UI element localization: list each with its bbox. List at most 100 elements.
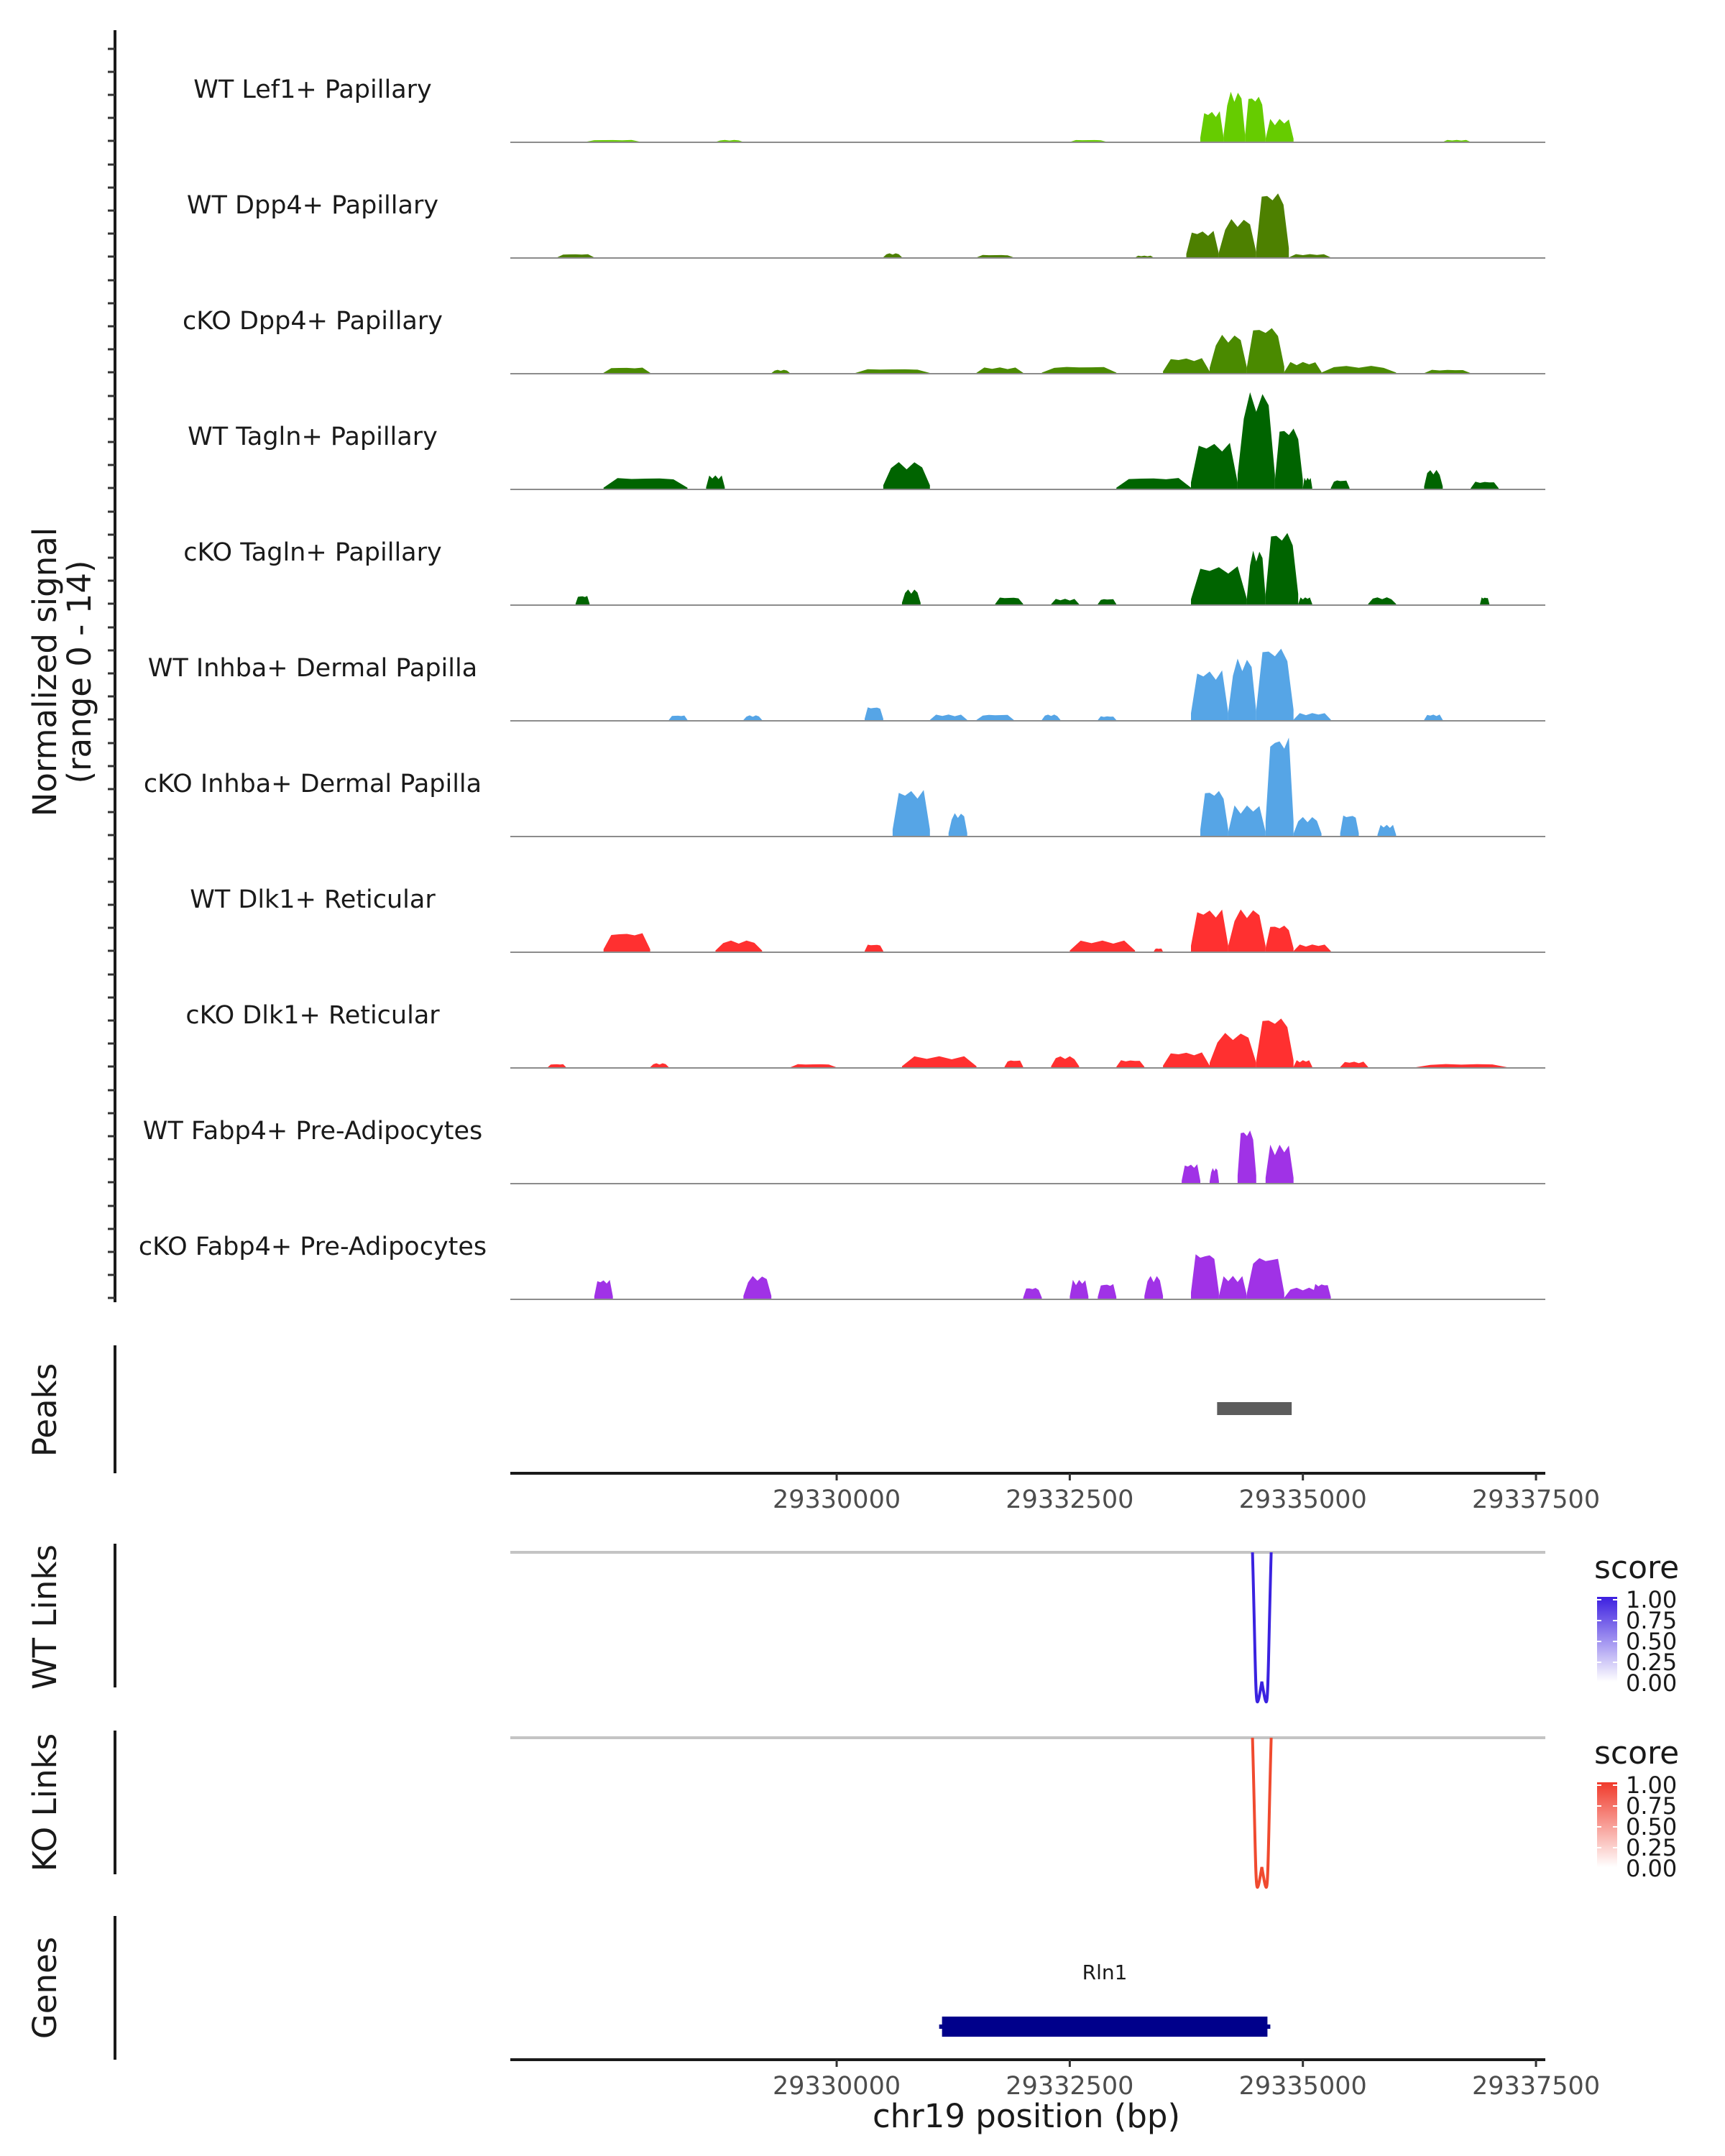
coverage-peak <box>1004 1060 1024 1068</box>
coverage-peak <box>1293 816 1322 837</box>
coverage-peak <box>575 596 590 605</box>
coverage-peak <box>1471 482 1499 489</box>
coverage-peak <box>1302 477 1312 489</box>
coverage-peak <box>1424 469 1443 489</box>
x-axis-tick-label: 29337500 <box>1472 2072 1600 2101</box>
coverage-peak <box>1340 1061 1368 1068</box>
coverage-peak <box>1246 1258 1284 1299</box>
coverage-peak <box>1200 791 1228 837</box>
x-axis-tick-label: 29330000 <box>773 2072 901 2101</box>
x-axis-tick-label: 29332500 <box>1006 1485 1133 1514</box>
coverage-peak <box>1293 713 1331 721</box>
coverage-track-cko-dlk1-reticular: cKO Dlk1+ Reticular <box>185 1001 1545 1069</box>
coverage-peak <box>1265 533 1299 605</box>
coverage-track-label: WT Dlk1+ Reticular <box>190 885 436 914</box>
coverage-peak <box>1330 480 1350 489</box>
coverage-peak <box>1070 940 1136 952</box>
ko-link-arc <box>1251 1737 1273 1889</box>
wt-legend-colorbar <box>1597 1597 1617 1682</box>
coverage-peak <box>1312 1284 1331 1299</box>
wt-link-arc <box>1251 1552 1273 1703</box>
legend-tick-label: 0.50 <box>1626 1813 1677 1841</box>
coverage-peak <box>1144 1276 1164 1299</box>
coverage-track-cko-tagln-papillary: cKO Tagln+ Papillary <box>183 533 1545 606</box>
coverage-peak <box>1041 367 1117 374</box>
gene-name-label: Rln1 <box>1082 1961 1128 1984</box>
coverage-peak <box>1210 1033 1256 1068</box>
coverage-peak <box>1098 716 1117 721</box>
coverage-track-cko-inhba-dermal-papilla: cKO Inhba+ Dermal Papilla <box>144 737 1545 837</box>
coverage-track-label: cKO Dpp4+ Papillary <box>183 307 443 336</box>
coverage-peak <box>929 714 967 721</box>
coverage-peak <box>1284 1287 1322 1299</box>
coverage-peak <box>855 369 930 374</box>
coverage-peak <box>1186 231 1219 258</box>
coverage-peak <box>1163 358 1210 374</box>
peak-region <box>1217 1402 1292 1415</box>
coverage-peak <box>976 714 1014 721</box>
coverage-peak <box>901 589 921 605</box>
coverage-peak <box>1256 1018 1294 1068</box>
coverage-peak <box>1228 909 1266 952</box>
coverage-peak <box>1154 948 1164 952</box>
coverage-peak <box>1424 714 1443 721</box>
coverage-peak <box>1023 1288 1042 1299</box>
coverage-track-wt-dlk1-reticular: WT Dlk1+ Reticular <box>190 885 1545 953</box>
coverage-peak <box>1191 670 1228 721</box>
upper-x-ticks: 29330000 29332500 29335000 29337500 <box>773 1473 1600 1514</box>
x-axis-tick-label: 29335000 <box>1239 2072 1367 2101</box>
coverage-peak <box>1098 1284 1117 1299</box>
genes-track-label: Genes <box>26 1937 64 2039</box>
coverage-peak <box>1265 926 1294 952</box>
coverage-peak <box>976 367 1024 374</box>
lower-x-ticks: 29330000 29332500 29335000 29337500 <box>773 2060 1600 2101</box>
coverage-track-label: WT Fabp4+ Pre-Adipocytes <box>143 1117 482 1146</box>
ko-legend-title: score <box>1594 1735 1679 1772</box>
wt-links-label: WT Links <box>26 1544 64 1690</box>
coverage-peak <box>1246 550 1266 605</box>
coverage-peak <box>1245 96 1266 142</box>
coverage-peak <box>790 1064 837 1068</box>
coverage-track-label: WT Lef1+ Papillary <box>193 75 432 104</box>
legend-tick-label: 0.25 <box>1626 1834 1677 1861</box>
coverage-peak <box>547 1064 566 1068</box>
coverage-peak <box>1116 1060 1145 1068</box>
legend-tick-label: 1.00 <box>1626 1772 1677 1799</box>
coverage-peak <box>1480 597 1490 605</box>
coverage-peak <box>1098 599 1117 605</box>
coverage-peak <box>1191 443 1238 489</box>
coverage-peak <box>1368 597 1397 605</box>
coverage-peak <box>883 253 902 258</box>
x-axis-tick-label: 29332500 <box>1006 2072 1133 2101</box>
coverage-peak <box>901 1056 977 1068</box>
coverage-peak <box>668 715 688 721</box>
coverage-peak <box>1256 193 1289 258</box>
gene-rln1: Rln1 <box>939 1961 1271 2037</box>
coverage-peak <box>865 944 883 952</box>
coverage-peak <box>976 254 1014 258</box>
coverage-peak <box>1210 334 1247 374</box>
peaks-track-label: Peaks <box>26 1363 64 1457</box>
coverage-track-label: cKO Fabp4+ Pre-Adipocytes <box>139 1233 487 1261</box>
coverage-peak <box>743 715 763 721</box>
coverage-peak <box>1274 428 1303 489</box>
ko-score-legend: score 1.000.750.500.250.00 <box>1594 1735 1679 1882</box>
peak-regions <box>1217 1402 1292 1415</box>
coverage-peak <box>1237 392 1275 489</box>
coverage-peak <box>995 597 1024 605</box>
coverage-peak <box>1265 1144 1294 1184</box>
x-axis-title: chr19 position (bp) <box>873 2097 1180 2135</box>
gene-models: Rln1 <box>939 1961 1271 2037</box>
coverage-peak <box>1284 361 1322 374</box>
coverage-peak <box>1414 1064 1509 1068</box>
coverage-peak <box>1191 909 1228 952</box>
legend-tick-label: 0.25 <box>1626 1649 1677 1676</box>
coverage-peak <box>1237 1130 1256 1184</box>
coverage-peak <box>1228 805 1266 837</box>
coverage-peak <box>1200 111 1224 142</box>
ko-legend-colorbar <box>1597 1782 1617 1867</box>
coverage-peak <box>1265 737 1294 837</box>
coverage-peak <box>1182 1164 1200 1184</box>
coverage-track-wt-fabp4-pre-adipocytes: WT Fabp4+ Pre-Adipocytes <box>143 1117 1545 1184</box>
